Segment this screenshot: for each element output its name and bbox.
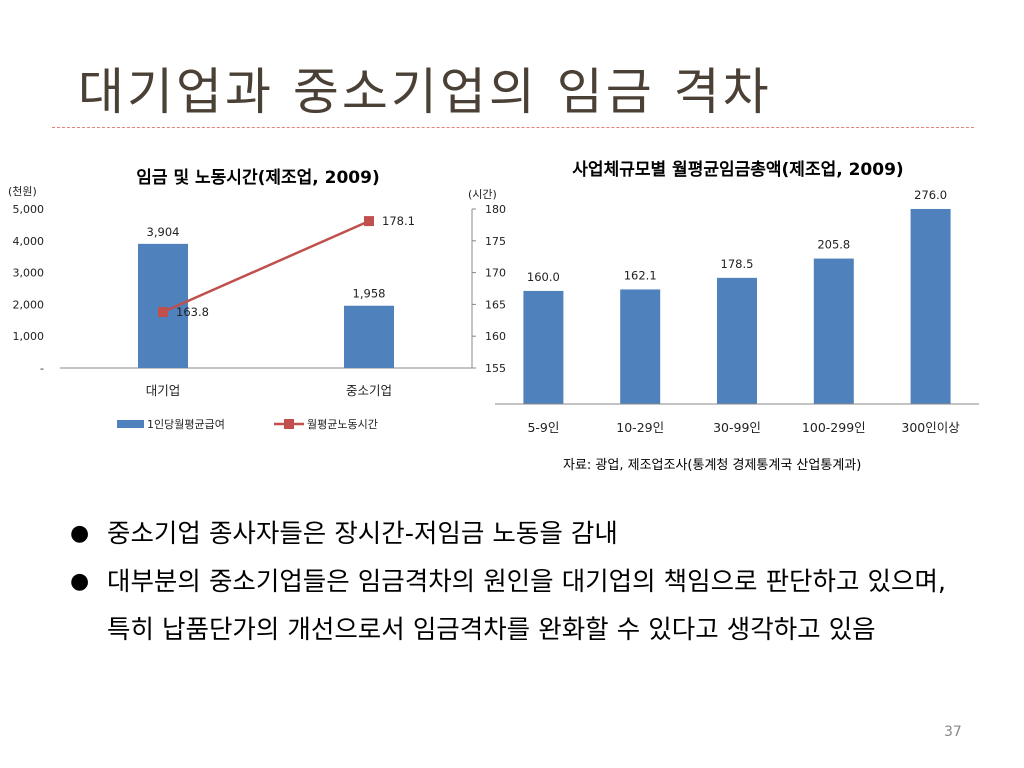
chart1-line-label: 163.8 bbox=[176, 305, 209, 319]
legend-bar-label: 1인당월평균급여 bbox=[147, 418, 225, 431]
chart1-line-marker bbox=[158, 307, 168, 318]
chart1-category-label: 대기업 bbox=[146, 383, 181, 398]
chart2-category-label: 5-9인 bbox=[527, 420, 559, 435]
bullet-item: ● 중소기업 종사자들은 장시간-저임금 노동을 감내 bbox=[70, 510, 990, 558]
chart2-bar bbox=[813, 258, 854, 404]
bullet-list: ● 중소기업 종사자들은 장시간-저임금 노동을 감내 ● 대부분의 중소기업들… bbox=[70, 510, 990, 654]
chart2-bar-label: 205.8 bbox=[817, 238, 850, 252]
chart2-bar-label: 162.1 bbox=[624, 268, 657, 282]
chart1-left-tick: 2,000 bbox=[13, 298, 45, 311]
bullet-text: 대부분의 중소기업들은 임금격차의 원인을 대기업의 책임으로 판단하고 있으며… bbox=[107, 567, 947, 645]
chart2-bar bbox=[620, 289, 661, 404]
chart1-hours-line bbox=[162, 219, 370, 314]
chart2-bar bbox=[523, 290, 564, 404]
bullet-text: 중소기업 종사자들은 장시간-저임금 노동을 감내 bbox=[107, 519, 618, 549]
bullet-dot-icon: ● bbox=[70, 521, 90, 546]
chart1-title: 임금 및 노동시간(제조업, 2009) bbox=[136, 167, 379, 188]
size-wage-chart: 사업체규모별 월평균임금총액(제조업, 2009) 160.0 162.1 178.… bbox=[495, 159, 979, 435]
chart1-bar-label: 1,958 bbox=[353, 287, 386, 301]
chart1-line-marker bbox=[364, 216, 374, 227]
chart1-right-tick: 170 bbox=[485, 267, 506, 280]
page-number: 37 bbox=[944, 724, 962, 740]
legend-line-marker bbox=[284, 419, 294, 429]
bullet-item: ● 대부분의 중소기업들은 임금격차의 원인을 대기업의 책임으로 판단하고 있… bbox=[70, 558, 990, 654]
chart1-left-unit: (천원) bbox=[8, 184, 37, 198]
chart1-left-tick: 1,000 bbox=[13, 330, 45, 343]
chart2-category-label: 300인이상 bbox=[901, 420, 960, 435]
wage-hours-chart: 임금 및 노동시간(제조업, 2009) (천원) (시간) 3,904 1,95… bbox=[8, 167, 506, 431]
chart2-bar-label: 160.0 bbox=[527, 270, 560, 284]
source-note: 자료: 광업, 제조업조사(통계청 경제통계국 산업통계과) bbox=[563, 458, 862, 473]
chart2-bar bbox=[717, 277, 757, 404]
chart1-right-tick: 180 bbox=[485, 203, 506, 216]
chart1-left-tick: - bbox=[40, 362, 44, 375]
chart2-bar bbox=[910, 208, 951, 404]
chart1-category-label: 중소기업 bbox=[346, 383, 392, 398]
chart1-left-tick: 4,000 bbox=[13, 235, 45, 248]
chart2-bar-label: 276.0 bbox=[914, 188, 947, 202]
chart1-right-tick: 155 bbox=[485, 362, 506, 375]
chart2-category-label: 10-29인 bbox=[616, 420, 664, 435]
chart1-right-unit: (시간) bbox=[468, 188, 497, 201]
chart1-right-tick: 165 bbox=[485, 298, 506, 311]
chart1-left-tick: 5,000 bbox=[13, 203, 45, 216]
chart2-bar-label: 178.5 bbox=[721, 257, 754, 271]
chart2-title: 사업체규모별 월평균임금총액(제조업, 2009) bbox=[572, 159, 903, 180]
legend-line-label: 월평균노동시간 bbox=[307, 418, 378, 431]
chart2-category-label: 30-99인 bbox=[713, 420, 761, 435]
title-divider bbox=[52, 127, 974, 128]
legend-bar-swatch bbox=[117, 420, 144, 428]
chart1-bar-label: 3,904 bbox=[147, 225, 180, 239]
chart1-right-tick: 160 bbox=[485, 330, 506, 343]
chart1-bar bbox=[344, 305, 394, 368]
chart1-right-tick: 175 bbox=[485, 235, 506, 248]
chart1-line-label: 178.1 bbox=[382, 214, 415, 228]
chart1-left-tick: 3,000 bbox=[13, 267, 45, 280]
slide-title: 대기업과 중소기업의 임금 격차 bbox=[78, 63, 772, 121]
bullet-dot-icon: ● bbox=[70, 569, 90, 594]
chart2-category-label: 100-299인 bbox=[802, 420, 866, 435]
